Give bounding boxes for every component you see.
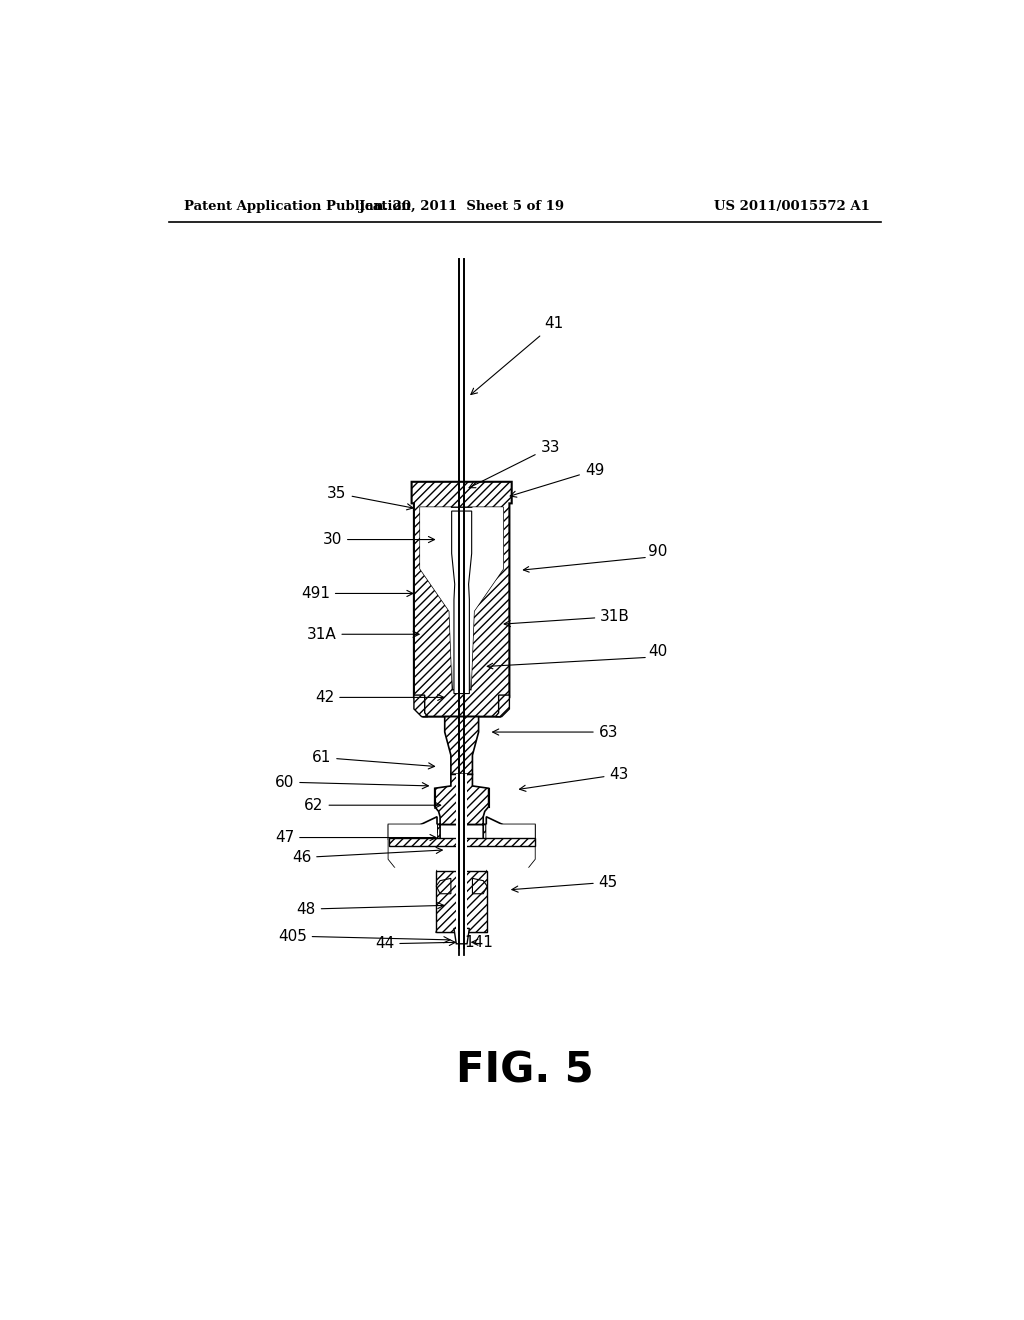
Polygon shape bbox=[388, 817, 437, 840]
Text: 47: 47 bbox=[274, 830, 436, 845]
Polygon shape bbox=[388, 825, 437, 932]
Polygon shape bbox=[420, 507, 503, 689]
Text: US 2011/0015572 A1: US 2011/0015572 A1 bbox=[714, 199, 869, 213]
Text: 141: 141 bbox=[464, 935, 493, 950]
Polygon shape bbox=[436, 878, 451, 894]
Text: 41: 41 bbox=[471, 317, 563, 395]
Polygon shape bbox=[471, 507, 503, 689]
Text: 31B: 31B bbox=[504, 609, 630, 627]
Text: Jan. 20, 2011  Sheet 5 of 19: Jan. 20, 2011 Sheet 5 of 19 bbox=[359, 199, 564, 213]
Text: 60: 60 bbox=[274, 775, 428, 789]
Text: 40: 40 bbox=[648, 644, 668, 659]
Text: 35: 35 bbox=[328, 486, 413, 510]
Polygon shape bbox=[435, 775, 488, 843]
Text: Patent Application Publication: Patent Application Publication bbox=[184, 199, 412, 213]
Text: 43: 43 bbox=[519, 767, 629, 791]
Polygon shape bbox=[457, 825, 467, 936]
Polygon shape bbox=[452, 511, 472, 693]
Polygon shape bbox=[388, 825, 535, 932]
Polygon shape bbox=[454, 928, 469, 944]
Text: 90: 90 bbox=[648, 544, 668, 558]
Polygon shape bbox=[414, 696, 428, 717]
Polygon shape bbox=[496, 696, 509, 717]
Polygon shape bbox=[436, 871, 487, 932]
Text: 405: 405 bbox=[278, 928, 450, 944]
Text: 44: 44 bbox=[375, 936, 456, 952]
Text: 31A: 31A bbox=[306, 627, 419, 642]
Polygon shape bbox=[457, 775, 467, 829]
Polygon shape bbox=[388, 838, 535, 846]
Text: 33: 33 bbox=[469, 440, 560, 487]
Text: 49: 49 bbox=[510, 463, 604, 498]
Polygon shape bbox=[486, 817, 535, 840]
Text: 46: 46 bbox=[292, 847, 442, 865]
Text: 42: 42 bbox=[315, 690, 443, 705]
Text: 45: 45 bbox=[512, 875, 617, 892]
Text: 61: 61 bbox=[312, 750, 434, 770]
Text: 62: 62 bbox=[304, 797, 440, 813]
Polygon shape bbox=[486, 825, 535, 932]
Polygon shape bbox=[412, 482, 512, 717]
Text: 491: 491 bbox=[301, 586, 413, 601]
Polygon shape bbox=[420, 507, 453, 689]
Text: 48: 48 bbox=[297, 902, 443, 916]
Polygon shape bbox=[472, 878, 487, 894]
Text: 63: 63 bbox=[493, 725, 618, 739]
Polygon shape bbox=[444, 717, 478, 775]
Text: 30: 30 bbox=[323, 532, 434, 546]
Text: FIG. 5: FIG. 5 bbox=[456, 1049, 594, 1092]
